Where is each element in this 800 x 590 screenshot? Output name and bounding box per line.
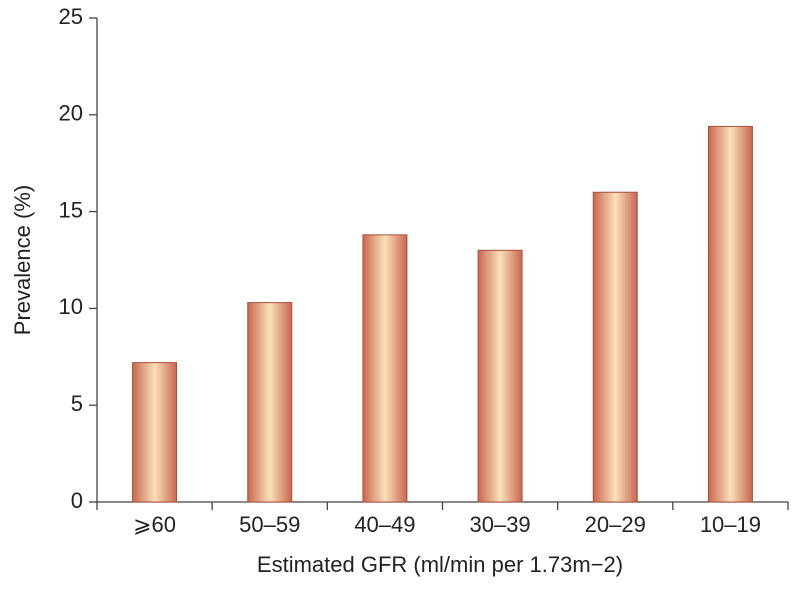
y-tick-label: 15 xyxy=(59,197,83,222)
x-tick-label: 40–49 xyxy=(354,512,415,537)
x-tick-label: ⩾60 xyxy=(133,512,176,537)
bar xyxy=(247,302,293,503)
y-tick-label: 20 xyxy=(59,101,83,126)
bar xyxy=(477,249,523,503)
x-tick-label: 30–39 xyxy=(469,512,530,537)
y-axis-title: Prevalence (%) xyxy=(10,185,35,335)
bar xyxy=(362,234,408,503)
bar xyxy=(707,125,753,503)
bar xyxy=(132,362,178,503)
y-tick-label: 5 xyxy=(71,391,83,416)
bar xyxy=(592,191,638,503)
y-tick-label: 25 xyxy=(59,4,83,29)
x-axis-title: Estimated GFR (ml/min per 1.73m−2) xyxy=(257,552,623,577)
x-tick-label: 50–59 xyxy=(239,512,300,537)
x-tick-label: 10–19 xyxy=(700,512,761,537)
x-tick-label: 20–29 xyxy=(585,512,646,537)
y-tick-label: 10 xyxy=(59,294,83,319)
y-tick-label: 0 xyxy=(71,488,83,513)
